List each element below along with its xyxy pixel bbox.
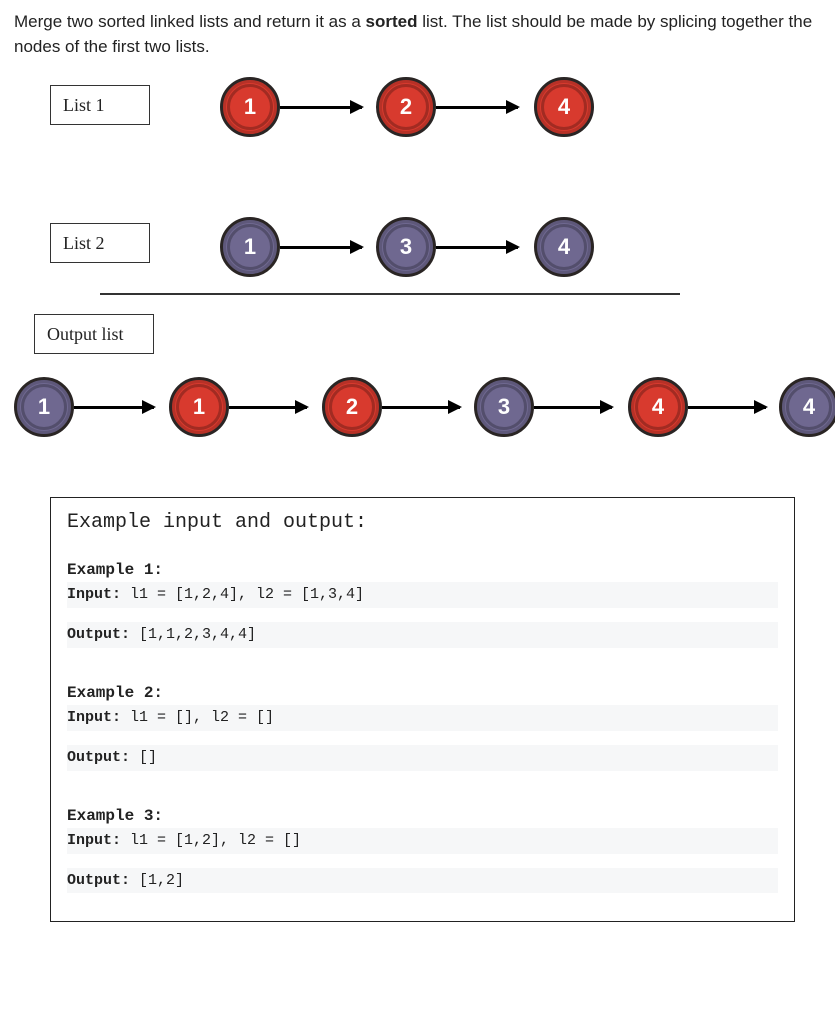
node-value: 4 <box>558 231 570 263</box>
output-value: [1,1,2,3,4,4] <box>130 626 256 643</box>
output-label: Output: <box>67 749 130 766</box>
example-title: Example 2: <box>67 682 778 705</box>
node-value: 4 <box>558 91 570 123</box>
output-value: [1,2] <box>130 872 184 889</box>
input-label: Input: <box>67 832 121 849</box>
example-block: Example 2:Input: l1 = [], l2 = []Output:… <box>67 682 778 771</box>
list-label: Output list <box>34 314 154 354</box>
list-node: 2 <box>322 377 382 437</box>
node-value: 1 <box>244 91 256 123</box>
list-node: 3 <box>474 377 534 437</box>
input-value: l1 = [1,2,4], l2 = [1,3,4] <box>121 586 364 603</box>
output-value: [] <box>130 749 157 766</box>
list-node: 4 <box>628 377 688 437</box>
list-node: 4 <box>534 217 594 277</box>
intro-prefix: Merge two sorted linked lists and return… <box>14 12 366 31</box>
list-node: 2 <box>376 77 436 137</box>
list-node: 4 <box>779 377 835 437</box>
list-node: 4 <box>534 77 594 137</box>
example-input: Input: l1 = [1,2,4], l2 = [1,3,4] <box>67 582 778 608</box>
list-node: 3 <box>376 217 436 277</box>
node-value: 3 <box>400 231 412 263</box>
linked-list-diagram: List 1 List 2 Output list 1 2 4 1 3 4 1 1 2 3 4 4 <box>14 77 824 477</box>
arrow-icon <box>688 406 766 409</box>
list-node: 1 <box>169 377 229 437</box>
list-label: List 2 <box>50 223 150 263</box>
arrow-icon <box>534 406 612 409</box>
arrow-icon <box>74 406 154 409</box>
arrow-icon <box>280 246 362 249</box>
node-value: 1 <box>244 231 256 263</box>
input-label: Input: <box>67 586 121 603</box>
output-label: Output: <box>67 872 130 889</box>
node-value: 4 <box>803 391 815 423</box>
examples-title: Example input and output: <box>67 508 778 537</box>
input-value: l1 = [], l2 = [] <box>121 709 274 726</box>
example-output: Output: [1,2] <box>67 868 778 894</box>
example-block: Example 1:Input: l1 = [1,2,4], l2 = [1,3… <box>67 559 778 648</box>
example-title: Example 1: <box>67 559 778 582</box>
output-label: Output: <box>67 626 130 643</box>
arrow-icon <box>436 106 518 109</box>
input-label: Input: <box>67 709 121 726</box>
example-output: Output: [1,1,2,3,4,4] <box>67 622 778 648</box>
node-value: 1 <box>193 391 205 423</box>
example-output: Output: [] <box>67 745 778 771</box>
example-input: Input: l1 = [1,2], l2 = [] <box>67 828 778 854</box>
node-value: 4 <box>652 391 664 423</box>
arrow-icon <box>280 106 362 109</box>
list-node: 1 <box>220 77 280 137</box>
list-label: List 1 <box>50 85 150 125</box>
list-node: 1 <box>220 217 280 277</box>
node-value: 2 <box>346 391 358 423</box>
input-value: l1 = [1,2], l2 = [] <box>121 832 301 849</box>
example-input: Input: l1 = [], l2 = [] <box>67 705 778 731</box>
problem-statement: Merge two sorted linked lists and return… <box>14 10 821 59</box>
node-value: 1 <box>38 391 50 423</box>
examples-box: Example input and output: Example 1:Inpu… <box>50 497 795 922</box>
examples-container: Example 1:Input: l1 = [1,2,4], l2 = [1,3… <box>67 559 778 893</box>
example-block: Example 3:Input: l1 = [1,2], l2 = []Outp… <box>67 805 778 894</box>
arrow-icon <box>436 246 518 249</box>
arrow-icon <box>382 406 460 409</box>
arrow-icon <box>229 406 307 409</box>
node-value: 2 <box>400 91 412 123</box>
intro-bold: sorted <box>366 12 418 31</box>
node-value: 3 <box>498 391 510 423</box>
list-node: 1 <box>14 377 74 437</box>
divider <box>100 293 680 295</box>
example-title: Example 3: <box>67 805 778 828</box>
